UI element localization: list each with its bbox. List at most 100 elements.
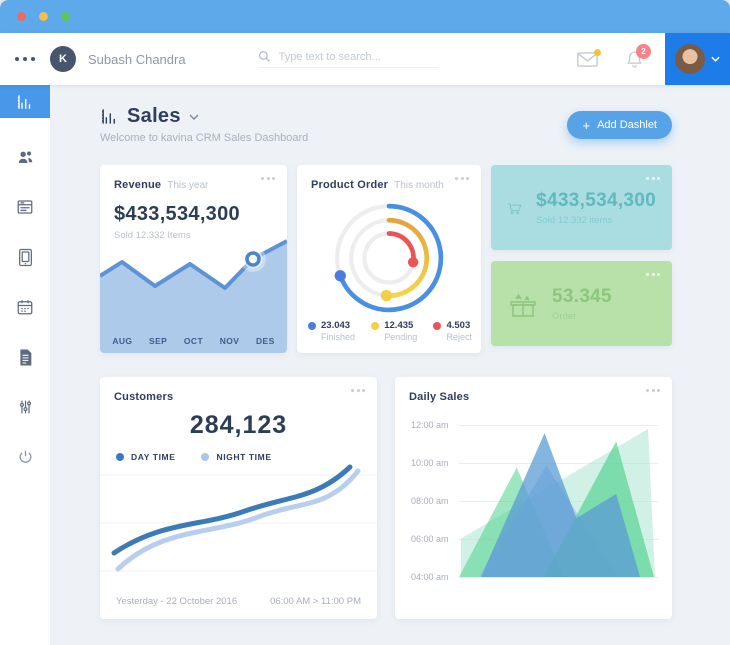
y-axis-tick: 08:00 am — [411, 496, 449, 506]
legend-item-night-time: NIGHT TIME — [201, 452, 271, 462]
revenue-area-chart: AUG SEP OCT NOV DES — [100, 233, 287, 353]
orders-value: 53.345 — [552, 285, 612, 307]
search-icon — [258, 50, 270, 62]
app-header: K Subash Chandra 2 — [0, 33, 730, 85]
revenue-month-label: NOV — [219, 336, 240, 346]
power-icon — [19, 450, 31, 463]
revenue-period: This year — [167, 180, 209, 191]
revenue-highlight-marker — [240, 246, 266, 272]
search-box[interactable] — [257, 50, 439, 68]
daily-sales-card-menu[interactable] — [646, 389, 660, 392]
customers-title: Customers — [114, 391, 174, 403]
sidebar-item-news[interactable] — [0, 182, 50, 232]
chevron-down-icon — [711, 56, 720, 62]
customers-card: Customers 284,123 DAY TIME NIGHT TIME — [100, 377, 377, 619]
sidebar-item-customers[interactable] — [0, 132, 50, 182]
window-titlebar — [0, 0, 730, 33]
users-icon — [18, 150, 32, 163]
y-axis-tick: 12:00 am — [411, 420, 449, 430]
add-dashlet-label: Add Dashlet — [597, 119, 657, 131]
sidebar-item-dashboard[interactable] — [0, 85, 50, 118]
sales-total-value: $433,534,300 — [536, 189, 656, 211]
y-axis-tick: 10:00 am — [411, 458, 449, 468]
orders-card: 53.345 Order — [491, 261, 672, 346]
revenue-card-menu[interactable] — [261, 177, 275, 180]
customers-value: 284,123 — [189, 411, 288, 439]
news-icon — [17, 200, 33, 214]
profile-menu[interactable] — [665, 33, 730, 85]
daily-sales-card: Daily Sales 12:00 am 10:00 am 08:00 am 0… — [395, 377, 672, 619]
sidebar — [0, 85, 50, 645]
sales-total-card: $433,534,300 Sold 12.332 items — [491, 165, 672, 250]
main-content: Sales Welcome to kavina CRM Sales Dashbo… — [50, 85, 730, 645]
search-input[interactable] — [278, 50, 439, 63]
night-time-dot-icon — [201, 453, 210, 461]
legend-item-pending: 12.435 Pending — [371, 320, 417, 342]
night-time-label: NIGHT TIME — [216, 452, 272, 462]
revenue-month-label: SEP — [149, 336, 168, 346]
day-time-label: DAY TIME — [131, 452, 176, 462]
user-avatar-photo — [675, 44, 705, 74]
orders-subtitle: Order — [552, 310, 577, 322]
customers-footer-range: 06:00 AM > 11:00 PM — [270, 595, 361, 607]
legend-item-day-time: DAY TIME — [116, 452, 175, 462]
sales-bar-chart-icon — [101, 109, 115, 124]
sidebar-item-calendar[interactable] — [0, 282, 50, 332]
add-dashlet-button[interactable]: + Add Dashlet — [567, 111, 672, 139]
reject-dot-icon — [433, 322, 442, 330]
daily-sales-area-chart: 12:00 am 10:00 am 08:00 am 06:00 am 04:0… — [395, 415, 672, 605]
legend-item-reject: 4.503 Reject — [433, 320, 472, 342]
pending-dot-icon — [371, 322, 380, 330]
clipboard-icon — [18, 248, 32, 266]
finished-label: Finished — [321, 332, 356, 342]
sidebar-item-documents[interactable] — [0, 332, 50, 382]
reject-value: 4.503 — [446, 320, 471, 331]
orders-card-menu[interactable] — [646, 273, 660, 276]
customers-line-chart — [100, 463, 377, 583]
window-zoom-button[interactable] — [61, 12, 70, 21]
messages-button[interactable] — [577, 48, 601, 67]
pending-label: Pending — [384, 332, 418, 342]
envelope-icon — [577, 51, 598, 67]
revenue-value: $433,534,300 — [114, 203, 240, 225]
y-axis-tick: 04:00 am — [411, 572, 449, 582]
revenue-month-label: DES — [255, 336, 275, 346]
reject-label: Reject — [446, 332, 472, 342]
sales-total-subtitle: Sold 12.332 items — [536, 214, 613, 226]
gift-icon — [510, 293, 536, 317]
sidebar-item-reports[interactable] — [0, 232, 50, 282]
cart-icon — [507, 202, 522, 214]
window-minimize-button[interactable] — [39, 12, 48, 21]
product-order-period: This month — [394, 180, 444, 191]
product-order-title: Product Order — [311, 179, 389, 191]
product-order-card: Product Order This month — [297, 165, 481, 353]
day-time-dot-icon — [116, 453, 124, 461]
window-close-button[interactable] — [17, 12, 26, 21]
customers-footer-date: Yesterday - 22 October 2016 — [116, 595, 238, 607]
unread-mail-dot — [594, 48, 601, 56]
workspace-avatar[interactable]: K — [50, 46, 76, 72]
sidebar-item-logout[interactable] — [0, 432, 50, 482]
notifications-button[interactable]: 2 — [626, 44, 651, 68]
product-order-donut-chart — [334, 203, 444, 313]
legend-item-finished: 23.043 Finished — [308, 320, 355, 342]
customers-card-menu[interactable] — [351, 389, 365, 392]
finished-value: 23.043 — [321, 320, 351, 331]
product-order-card-menu[interactable] — [455, 177, 469, 180]
header-actions: 2 — [577, 44, 665, 68]
y-axis-tick: 06:00 am — [411, 534, 449, 544]
finished-dot-icon — [308, 322, 316, 330]
file-icon — [19, 348, 31, 366]
page-title: Sales — [127, 105, 181, 127]
sliders-icon — [19, 400, 31, 414]
sidebar-item-settings[interactable] — [0, 382, 50, 432]
revenue-month-label: OCT — [183, 336, 204, 346]
notification-badge: 2 — [636, 44, 651, 59]
menu-dots-icon[interactable] — [0, 57, 50, 61]
revenue-month-label: AUG — [112, 336, 133, 346]
sales-total-card-menu[interactable] — [646, 177, 660, 180]
revenue-card: Revenue This year $433,534,300 Sold 12.3… — [100, 165, 287, 353]
title-chevron-down-icon[interactable] — [189, 113, 199, 120]
plus-icon: + — [582, 117, 591, 133]
